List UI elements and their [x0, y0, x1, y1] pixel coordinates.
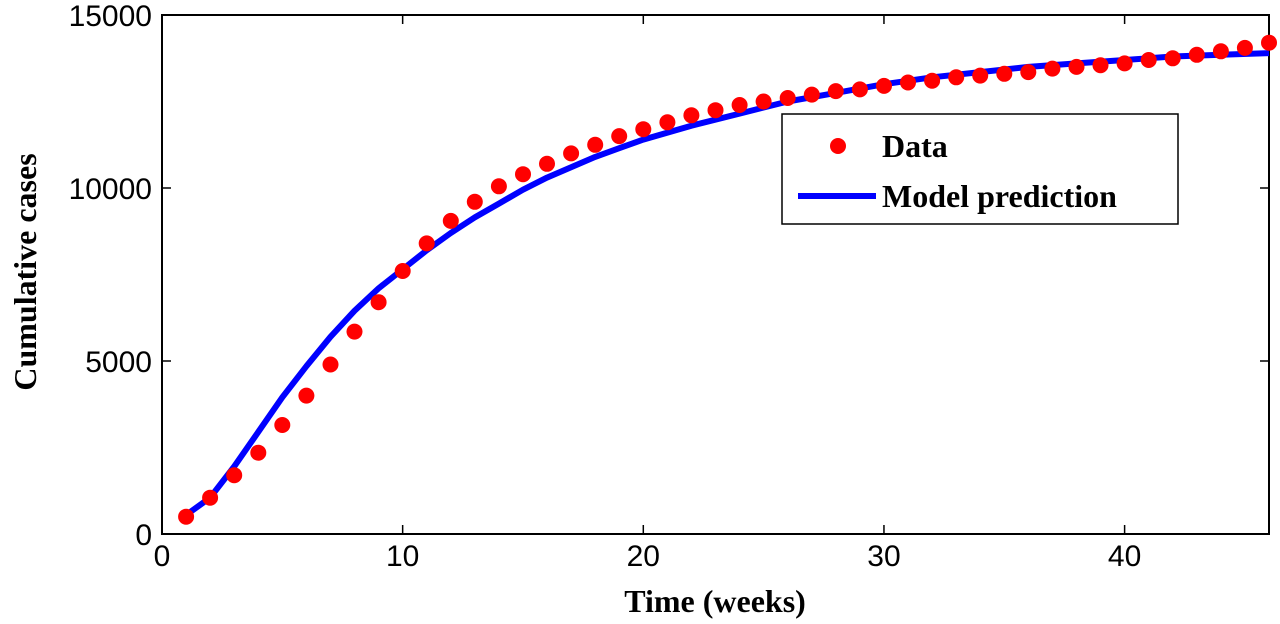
data-point: [418, 235, 435, 252]
legend-box: [781, 113, 1179, 225]
data-point: [683, 107, 700, 124]
x-tick-label: 40: [1108, 540, 1141, 573]
data-point: [1212, 43, 1229, 60]
x-tick-label: 20: [627, 540, 660, 573]
data-point: [226, 467, 243, 484]
data-point: [851, 81, 868, 98]
data-point: [1044, 60, 1061, 77]
data-point: [178, 508, 195, 525]
data-point: [779, 90, 796, 106]
x-tick-label: 0: [154, 540, 171, 573]
data-point: [924, 72, 941, 89]
model-prediction-series: [184, 50, 1270, 518]
x-tick-label: 30: [867, 540, 900, 573]
data-point: [1164, 50, 1181, 67]
data-series: [178, 34, 1277, 525]
data-point: [298, 387, 315, 404]
data-point: [1068, 58, 1085, 75]
data-point: [515, 166, 531, 183]
y-tick-label: 10000: [69, 173, 152, 206]
data-point: [996, 65, 1013, 82]
data-point: [466, 193, 483, 210]
y-axis-title: Cumulative cases: [7, 153, 43, 390]
data-point: [611, 128, 628, 145]
data-point: [1140, 52, 1157, 68]
axis-ticks: [161, 14, 1269, 535]
data-point: [490, 178, 507, 195]
legend-marker-data: [830, 138, 846, 154]
data-point: [755, 93, 772, 110]
data-point: [972, 67, 989, 84]
data-point: [394, 263, 411, 279]
data-point: [1116, 55, 1133, 72]
model-prediction-line: [184, 50, 1270, 518]
data-point: [563, 145, 580, 162]
data-point: [202, 489, 219, 506]
data-point: [876, 77, 892, 94]
x-axis-title: Time (weeks): [624, 583, 806, 619]
legend-label-model: Model prediction: [882, 178, 1117, 214]
plot-area: [161, 14, 1270, 535]
data-point: [250, 444, 267, 461]
data-point: [900, 74, 916, 91]
data-point: [1188, 46, 1205, 63]
data-point: [1261, 34, 1277, 51]
data-point: [274, 417, 291, 433]
legend-label-data: Data: [882, 128, 948, 164]
data-point: [442, 212, 459, 229]
legend: Data Model prediction: [781, 113, 1179, 225]
x-tick-label: 10: [386, 540, 419, 573]
data-point: [659, 114, 676, 131]
y-tick-label: 5000: [85, 346, 152, 379]
y-tick-label: 0: [135, 519, 152, 552]
data-point: [346, 323, 363, 340]
data-point: [322, 356, 339, 373]
data-point: [1092, 57, 1109, 74]
data-point: [635, 121, 652, 138]
data-point: [707, 102, 724, 119]
data-point: [803, 86, 820, 103]
data-point: [731, 97, 748, 113]
data-point: [1020, 64, 1037, 81]
tick-labels: 0 10 20 30 40 0 5000 10000 15000: [69, 0, 1142, 573]
data-point: [1236, 39, 1253, 56]
data-point: [948, 69, 965, 86]
data-point: [827, 83, 844, 100]
data-point: [539, 155, 555, 172]
y-tick-label: 15000: [69, 0, 152, 33]
data-point: [587, 136, 604, 153]
data-point: [370, 294, 387, 311]
